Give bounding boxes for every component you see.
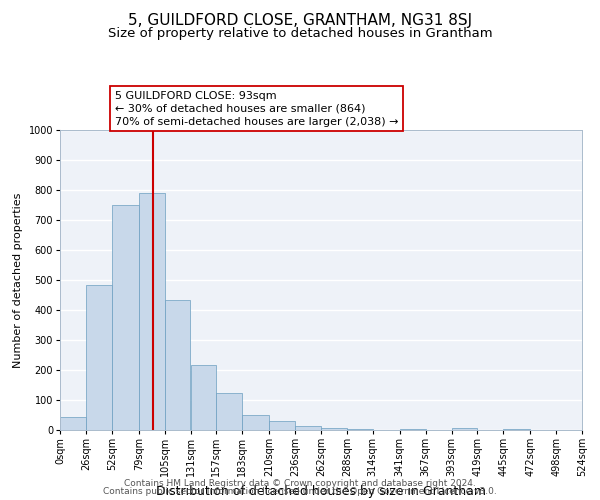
Y-axis label: Number of detached properties: Number of detached properties (13, 192, 23, 368)
Text: Contains public sector information licensed under the Open Government Licence v3: Contains public sector information licen… (103, 487, 497, 496)
Bar (452, 428, 478, 430)
Bar (295, 426, 321, 430)
Bar (217, 392, 242, 430)
Bar (400, 428, 425, 430)
Bar (112, 205, 139, 430)
Bar (164, 300, 190, 430)
Bar (503, 429, 530, 430)
Text: 5 GUILDFORD CLOSE: 93sqm
← 30% of detached houses are smaller (864)
70% of semi-: 5 GUILDFORD CLOSE: 93sqm ← 30% of detach… (115, 90, 398, 127)
Bar (60, 417, 86, 430)
X-axis label: Distribution of detached houses by size in Grantham: Distribution of detached houses by size … (156, 484, 486, 498)
Text: Size of property relative to detached houses in Grantham: Size of property relative to detached ho… (107, 28, 493, 40)
Bar (321, 428, 347, 430)
Bar (269, 421, 295, 430)
Bar (139, 193, 164, 430)
Bar (347, 429, 373, 430)
Bar (191, 365, 217, 430)
Text: Contains HM Land Registry data © Crown copyright and database right 2024.: Contains HM Land Registry data © Crown c… (124, 478, 476, 488)
Bar (242, 415, 269, 430)
Bar (86, 284, 112, 430)
Text: 5, GUILDFORD CLOSE, GRANTHAM, NG31 8SJ: 5, GUILDFORD CLOSE, GRANTHAM, NG31 8SJ (128, 12, 472, 28)
